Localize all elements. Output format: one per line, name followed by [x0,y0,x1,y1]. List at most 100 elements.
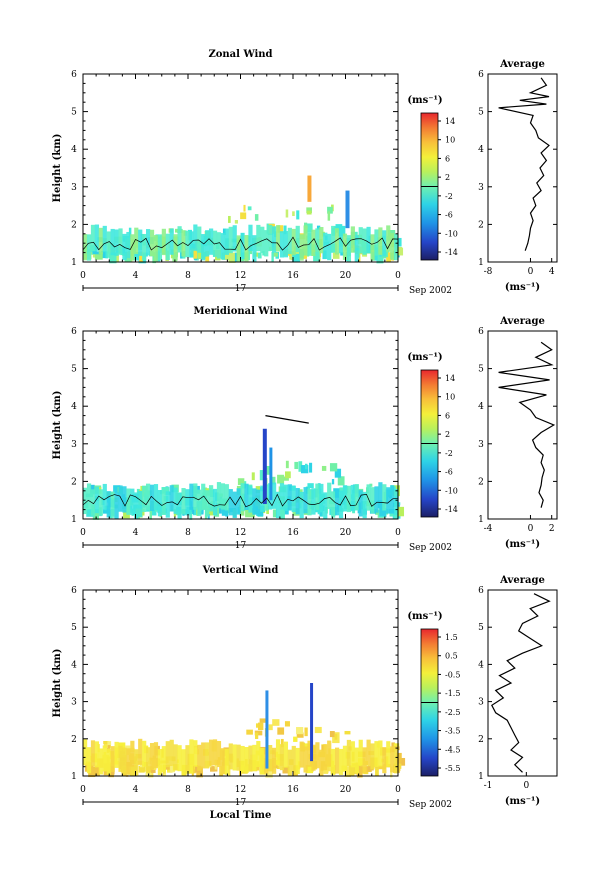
profile-x-tick-label: -8 [484,267,493,277]
heatmap-cell [275,225,281,252]
profile-y-tick-label: 4 [478,145,484,155]
heatmap-cell [86,747,92,774]
y-tick-label: 3 [71,440,77,450]
heatmap-cell [287,484,292,511]
heatmap-cell [306,223,313,232]
heatmap-cell [118,745,123,772]
contour-line [265,415,309,424]
profile-y-tick-label: 3 [478,183,484,193]
heatmap-cell [232,744,237,771]
heatmap-cell [245,508,253,518]
heatmap-cell [181,488,186,515]
heatmap-cell [165,233,170,261]
heatmap-cell [334,468,342,478]
heatmap-cell [282,766,290,774]
heatmap-cell [378,482,383,509]
heatmap-cell [240,212,247,220]
heatmap-cell [285,460,289,469]
heatmap-cell [386,252,392,263]
heatmap-cell [342,745,348,772]
heatmap-cell [185,745,190,772]
heatmap-cell [338,226,344,254]
profile-y-tick-label: 5 [478,365,484,375]
heatmap-cell [216,740,222,768]
heatmap-cell [107,743,111,753]
x-axis-label: Local Time [210,810,272,821]
y-tick-label: 3 [71,183,77,193]
heatmap-cell [197,744,202,771]
x-tick-label: 12 [235,271,246,281]
heatmap-cell [157,490,163,517]
heatmap-cell [193,224,198,251]
heatmap-cell [177,226,182,253]
heatmap-cell [369,483,373,487]
heatmap-cell [197,226,202,253]
heatmap-cell [334,733,338,740]
heatmap-cell [153,742,159,769]
profile-y-tick-label: 3 [478,698,484,708]
heatmap-cell [169,228,174,255]
heatmap-cell [340,251,345,256]
heatmap-cell [98,748,103,775]
heatmap-cell [299,234,304,261]
heatmap-cell [397,506,405,517]
heatmap-cell [88,766,96,778]
heatmap-cell [191,248,197,255]
heatmap-cell [311,744,316,771]
heatmap-cell [161,746,166,773]
x-tick-label: 8 [185,528,191,538]
x-tick-label: 8 [185,271,191,281]
heatmap-cell [153,235,159,262]
heatmap-cell [323,744,328,771]
profile-frame [487,589,558,777]
heatmap-cell [295,488,300,515]
heatmap-cell [345,190,350,229]
x-tick-label: 0 [80,528,86,538]
heatmap-cell [246,729,253,735]
contour-line [82,236,399,251]
y-tick-label: 1 [71,258,77,268]
heatmap-cell [149,509,152,520]
x-tick-label: 0 [395,528,401,538]
x-tick-label: 0 [80,785,86,795]
heatmap-cell [265,465,272,475]
profile-x-tick-label: -1 [484,781,493,791]
heatmap-cell [157,234,163,261]
heatmap-cell [216,482,222,509]
heatmap-cell [319,749,324,776]
colorbar-tick-label: 14 [445,117,455,126]
heatmap-cell [283,231,289,258]
heatmap-cell [228,743,233,770]
x-tick-label: 4 [133,785,139,795]
heatmap-cell [134,749,139,776]
heatmap-cell [317,508,321,515]
heatmap-cell [374,741,379,768]
heatmap-cell [358,227,363,254]
heatmap-cell [244,747,249,774]
profile-xlabel: (ms⁻¹) [505,539,540,550]
x-tick-label: 20 [340,271,352,281]
heatmap-cell [236,235,241,262]
heatmap-cell [362,747,367,774]
y-tick-label: 2 [71,220,77,230]
heatmap-cell [291,485,296,513]
y-tick-label: 3 [71,698,77,708]
heatmap-cell [92,509,100,520]
heatmap-cell [397,765,401,772]
heatmap-cell [294,461,299,470]
heatmap-cell [272,252,278,257]
heatmap-cell [146,747,151,774]
heatmap-cell [358,739,363,766]
y-tick-label: 4 [71,660,77,670]
heatmap-cell [321,744,325,752]
heatmap-cell [130,488,135,515]
heatmap-cell [94,765,100,777]
heatmap-cell [257,252,262,259]
heatmap-cell [287,227,292,255]
heatmap-cell [165,764,170,770]
heatmap-cell [283,741,289,768]
heatmap-cell [316,225,321,230]
heatmap-cell [358,490,363,517]
heatmap-cell [138,490,143,518]
heatmap-cell [188,509,192,515]
